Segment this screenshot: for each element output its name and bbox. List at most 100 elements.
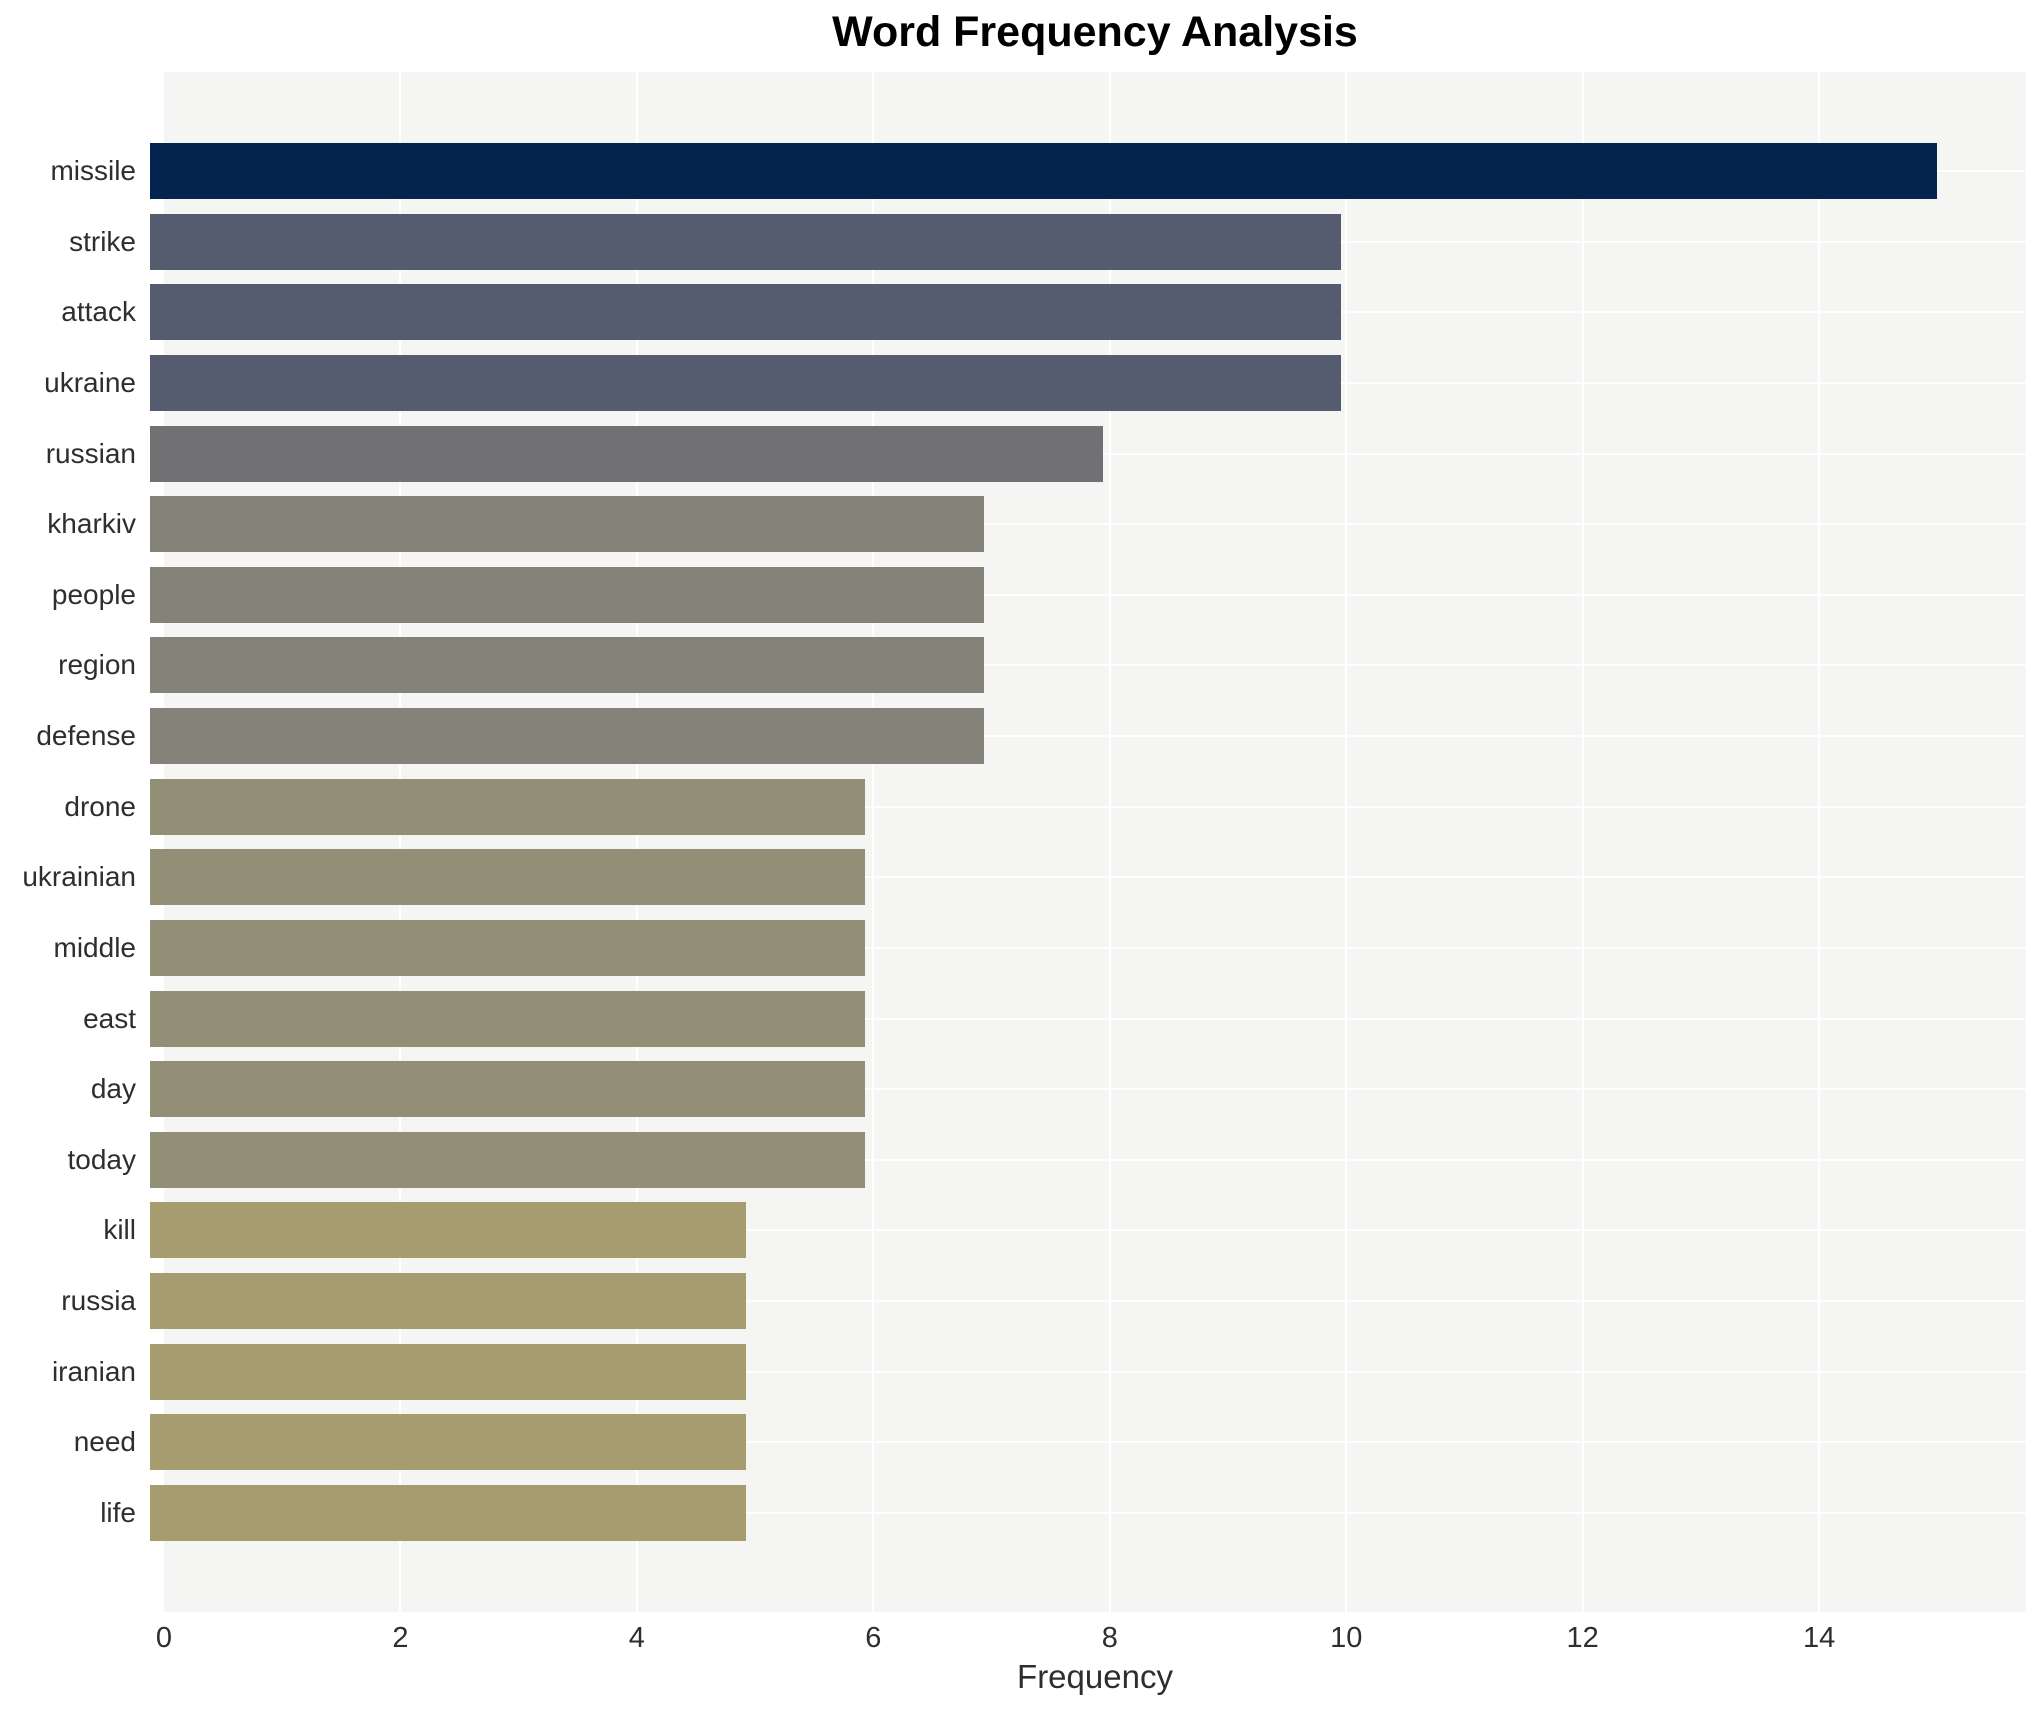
bar-row: today [0,1131,2044,1188]
vertical-gridline [872,72,875,1612]
bar-zone [150,566,2026,623]
bar-row: people [0,566,2044,623]
bar-zone [150,708,2026,764]
bar-row: kill [0,1202,2044,1259]
bar-row: day [0,1061,2044,1118]
horizontal-gridline [150,664,2026,667]
bar-strike [150,213,1342,270]
x-tick-label: 6 [865,1622,882,1654]
horizontal-gridline [150,1300,2026,1302]
horizontal-gridline [150,1017,2026,1020]
bar-need [150,1414,746,1471]
horizontal-gridline [150,523,2026,526]
bar-row: attack [0,284,2044,341]
bar-zone [150,1273,2026,1329]
bar-zone [150,637,2026,694]
chart-title: Word Frequency Analysis [832,8,1358,56]
y-axis-label: russian [45,437,136,469]
x-tick-label: 10 [1330,1622,1363,1654]
bar-zone [150,496,2026,553]
bar-east [150,990,865,1047]
vertical-gridline [1581,72,1584,1612]
bar-kharkiv [150,496,984,553]
vertical-gridline [635,72,638,1612]
y-axis-label: strike [69,225,136,257]
horizontal-gridline [150,1441,2026,1444]
bar-zone [150,1202,2026,1259]
bar-middle [150,919,865,976]
bar-row: need [0,1414,2044,1471]
bar-row: life [0,1484,2044,1541]
horizontal-gridline [150,1158,2026,1161]
bar-ukraine [150,354,1342,411]
bar-zone [150,1414,2026,1471]
y-axis-label: east [83,1002,136,1034]
horizontal-gridline [150,735,2026,737]
horizontal-gridline [150,1229,2026,1232]
x-axis-ticks: 0 2 4 6 8 10 12 14 [156,1622,2026,1658]
horizontal-gridline [150,1370,2026,1373]
y-axis-label: people [51,578,136,610]
y-axis-label: middle [53,931,136,963]
bar-zone [150,1061,2026,1118]
bar-today [150,1131,865,1188]
bar-missile [150,143,1937,199]
bar-row: russian [0,425,2044,482]
x-tick-label: 14 [1802,1622,1836,1654]
vertical-gridline [399,72,402,1612]
x-tick-label: 2 [392,1622,409,1654]
horizontal-gridline [150,946,2026,949]
bar-zone [150,1131,2026,1188]
horizontal-gridline [150,1088,2026,1091]
y-axis-label: attack [61,296,136,328]
y-axis-label: russia [61,1285,136,1316]
bar-people [150,566,984,623]
bar-region [150,637,984,694]
x-tick-label: 12 [1566,1622,1599,1654]
bar-zone [150,778,2026,835]
y-axis-label: day [90,1073,136,1105]
bar-life [150,1484,746,1541]
bar-russian [150,425,1103,482]
bar-zone [150,1343,2026,1400]
bar-zone [150,213,2026,270]
y-axis-label: missile [50,155,136,186]
bar-row: missile [0,143,2044,199]
y-axis-label: kharkiv [47,508,136,540]
bar-row: strike [0,213,2044,270]
bar-kill [150,1202,746,1259]
y-axis-label: need [73,1426,136,1458]
bar-zone [150,354,2026,411]
vertical-gridline [1345,72,1348,1612]
bar-iranian [150,1343,746,1400]
bar-russia [150,1273,746,1329]
bar-zone [150,990,2026,1047]
bar-row: kharkiv [0,496,2044,553]
bar-row: defense [0,708,2044,764]
y-axis-label: ukrainian [22,861,136,893]
bar-day [150,1061,865,1118]
bar-row: russia [0,1273,2044,1329]
bar-row: region [0,637,2044,694]
bar-row: middle [0,919,2044,976]
y-axis-label: ukraine [44,366,136,398]
x-tick-label: 8 [1101,1622,1118,1654]
bar-row: drone [0,778,2044,835]
bar-rows: missile strike attack ukraine russian kharkiv… [0,72,2044,1612]
bar-zone [150,284,2026,341]
bar-zone [150,425,2026,482]
y-axis-label: kill [103,1214,136,1246]
x-tick-label: 0 [155,1622,173,1654]
y-axis-label: today [67,1143,137,1175]
x-axis-label: Frequency [1017,1658,1173,1695]
bar-ukrainian [150,849,865,906]
bar-zone [150,143,2026,199]
bar-zone [150,849,2026,906]
bar-attack [150,284,1342,341]
y-axis-label: region [58,649,136,681]
horizontal-gridline [150,1511,2026,1514]
bar-row: iranian [0,1343,2044,1400]
bar-zone [150,1484,2026,1541]
bar-row: ukrainian [0,849,2044,906]
horizontal-gridline [150,876,2026,879]
